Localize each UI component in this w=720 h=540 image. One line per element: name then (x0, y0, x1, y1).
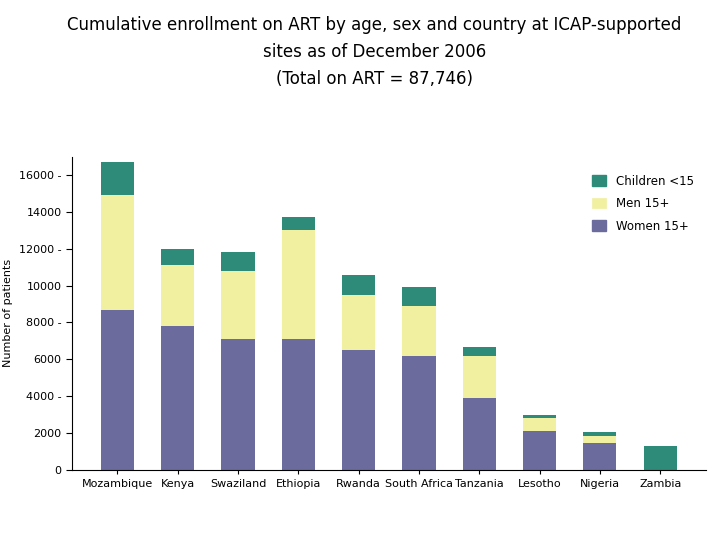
Bar (161, 326, 194, 470)
Bar (463, 347, 496, 355)
Text: sites as of December 2006: sites as of December 2006 (263, 43, 486, 61)
Bar (402, 306, 436, 355)
Bar (402, 287, 436, 306)
Bar (463, 355, 496, 398)
Bar (161, 249, 194, 265)
Bar (402, 355, 436, 470)
Text: Cumulative enrollment on ART by age, sex and country at ICAP-supported: Cumulative enrollment on ART by age, sex… (67, 16, 682, 34)
Bar (583, 443, 616, 470)
Bar (342, 274, 375, 295)
Bar (463, 398, 496, 470)
Y-axis label: Number of patients: Number of patients (4, 259, 14, 367)
Text: (Total on ART = 87,746): (Total on ART = 87,746) (276, 70, 473, 88)
Bar (583, 436, 616, 443)
Bar (282, 218, 315, 230)
Bar (583, 432, 616, 436)
Bar (282, 230, 315, 339)
Bar (523, 415, 556, 418)
Bar (222, 271, 255, 339)
Bar (282, 339, 315, 470)
Bar (342, 295, 375, 350)
Bar (161, 265, 194, 326)
Bar (222, 339, 255, 470)
Bar (101, 162, 134, 195)
Bar (644, 446, 677, 470)
Bar (101, 195, 134, 309)
Legend: Children <15, Men 15+, Women 15+: Children <15, Men 15+, Women 15+ (586, 169, 700, 239)
Bar (342, 350, 375, 470)
Bar (222, 252, 255, 271)
Bar (101, 309, 134, 470)
Bar (523, 418, 556, 431)
Bar (523, 431, 556, 470)
